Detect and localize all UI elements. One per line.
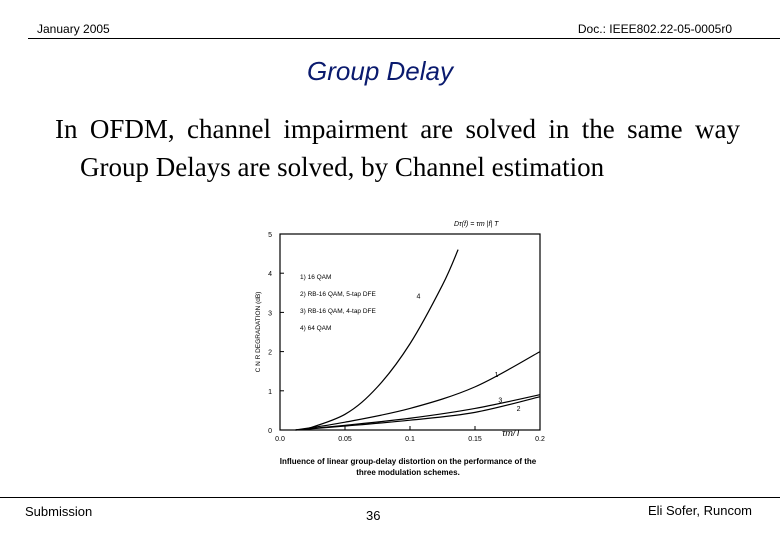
footer-rule [0, 497, 780, 498]
legend-entry: 4) 64 QAM [300, 325, 331, 332]
series-line-3 [295, 394, 541, 431]
chart: 0 1 2 3 4 5 0.0 0.05 0.1 0.15 0.2 τm/T C N R DEGRADA… [255, 221, 545, 477]
header-rule [28, 38, 780, 39]
legend-entry: 1) 16 QAM [300, 274, 331, 281]
x-tick-label: 0.2 [535, 436, 545, 443]
body-text: In OFDM, channel impairment are solved i… [55, 110, 740, 186]
figure: 0 1 2 3 4 5 0.0 0.05 0.1 0.15 0.2 τm/T C N R DEGRADA… [240, 212, 560, 487]
series-line-1 [295, 351, 541, 431]
y-tick-label: 2 [268, 350, 272, 357]
series-label-1: 1 [495, 372, 499, 379]
y-tick-label: 1 [268, 389, 272, 396]
page-number: 36 [366, 508, 381, 523]
x-tick-label: 0.15 [468, 436, 482, 443]
header-date: January 2005 [37, 22, 110, 36]
y-tick-label: 3 [268, 310, 272, 317]
slide-title: Group Delay [307, 56, 453, 86]
body-paragraph: In OFDM, channel impairment are solved i… [55, 114, 740, 182]
series-label-2: 2 [517, 406, 521, 413]
series-line-4 [303, 249, 459, 431]
footer-submission: Submission [25, 504, 93, 519]
footer-author: Eli Sofer, Runcom [647, 503, 752, 518]
series-line-2 [295, 396, 541, 431]
figure-caption-line2: three modulation schemes. [356, 468, 460, 477]
legend-entry: 3) RB-16 QAM, 4-tap DFE [300, 308, 377, 315]
series-label-3: 3 [498, 398, 502, 405]
x-tick-label: 0.05 [338, 436, 352, 443]
header-doc-id: Doc.: IEEE802.22-05-0005r0 [577, 22, 732, 36]
y-axis-label: C N R DEGRADATION (dB) [255, 292, 262, 373]
y-tick-label: 5 [268, 232, 272, 239]
figure-caption-line1: Influence of linear group-delay distorti… [280, 457, 537, 466]
y-tick-label: 4 [268, 271, 272, 278]
x-axis-label: τm/T [502, 428, 522, 438]
series-label-4: 4 [417, 294, 421, 301]
y-tick-label: 0 [268, 428, 272, 435]
formula-annotation: Dτ(f) = τm |f| T [454, 221, 499, 228]
legend-entry: 2) RB-16 QAM, 5-tap DFE [300, 291, 377, 298]
x-tick-label: 0.0 [275, 436, 285, 443]
x-tick-label: 0.1 [405, 436, 415, 443]
